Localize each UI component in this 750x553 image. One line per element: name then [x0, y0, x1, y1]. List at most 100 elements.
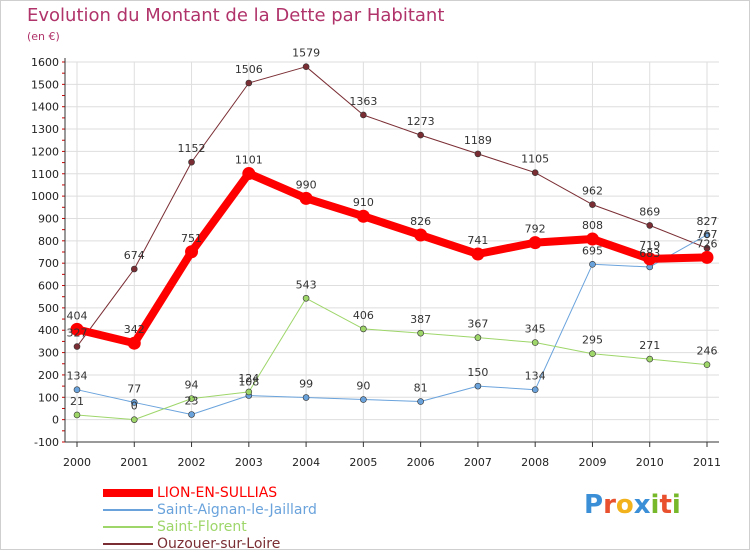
data-point: [360, 111, 367, 119]
x-tick-label: 2009: [578, 456, 606, 469]
data-point: [242, 167, 256, 181]
data-label: 990: [296, 178, 317, 191]
legend-swatch: [103, 509, 153, 511]
data-label: 1273: [407, 115, 435, 128]
y-tick-label: 300: [38, 347, 59, 360]
y-tick-label: 500: [38, 302, 59, 315]
data-label: 719: [639, 239, 660, 252]
data-point: [703, 361, 711, 368]
data-point: [188, 395, 195, 402]
data-label: 406: [353, 309, 374, 322]
data-label: 0: [131, 400, 138, 413]
data-label: 23: [185, 395, 199, 408]
legend-swatch: [103, 543, 153, 545]
y-tick-label: 1600: [31, 56, 59, 69]
x-tick-label: 2010: [636, 456, 664, 469]
data-point: [360, 396, 367, 403]
data-label: 404: [67, 309, 88, 322]
series-line-2: [76, 297, 708, 421]
logo-letter: i: [650, 490, 660, 520]
data-label: 327: [67, 327, 88, 340]
data-label: 543: [296, 278, 317, 291]
data-point: [302, 63, 310, 70]
data-label: 683: [639, 247, 660, 260]
y-tick-label: 800: [38, 235, 59, 248]
data-label: 962: [582, 185, 603, 198]
data-label: 792: [525, 223, 546, 236]
data-label: 134: [67, 370, 88, 383]
legend-label: Saint-Florent: [157, 519, 247, 535]
x-tick-label: 2008: [521, 456, 549, 469]
axes: -100010020030040050060070080090010001100…: [31, 56, 721, 469]
data-point: [299, 191, 313, 205]
y-tick-label: 100: [38, 391, 59, 404]
series-line-0: [73, 169, 711, 348]
data-label: 726: [697, 237, 718, 250]
data-point: [417, 398, 424, 405]
data-point: [474, 150, 482, 158]
y-tick-label: 700: [38, 257, 59, 270]
data-label: 295: [582, 334, 603, 347]
legend-swatch: [103, 489, 153, 497]
data-label: 1189: [464, 134, 492, 147]
y-tick-label: 400: [38, 324, 59, 337]
y-tick-label: 1400: [31, 101, 59, 114]
data-label: 1363: [349, 95, 377, 108]
proxiti-logo: Proxiti: [584, 490, 681, 520]
data-label: 90: [356, 380, 370, 393]
data-point: [417, 131, 424, 139]
data-point: [188, 411, 195, 418]
data-point: [589, 201, 596, 208]
data-point: [474, 334, 482, 341]
logo-letter: i: [671, 490, 681, 520]
data-label: 342: [124, 323, 145, 336]
y-tick-label: 1000: [31, 190, 59, 203]
data-label: 1506: [235, 63, 263, 76]
legend-swatch: [103, 526, 153, 528]
x-tick-label: 2001: [120, 456, 148, 469]
data-point: [528, 236, 542, 250]
data-point: [531, 339, 539, 346]
data-point: [245, 79, 253, 87]
data-label: 741: [467, 234, 488, 247]
data-point: [73, 343, 81, 350]
data-label: 345: [525, 323, 546, 336]
data-point: [414, 228, 428, 242]
logo-letter: r: [603, 490, 616, 520]
data-point: [188, 158, 195, 166]
data-label: 246: [697, 345, 718, 358]
x-tick-label: 2000: [63, 456, 91, 469]
y-tick-label: 900: [38, 212, 59, 225]
data-label: 1152: [178, 142, 206, 155]
x-tick-label: 2006: [407, 456, 435, 469]
data-label: 674: [124, 249, 145, 262]
y-tick-label: 0: [52, 414, 59, 427]
data-point: [302, 294, 310, 302]
grid-lines: [65, 61, 719, 443]
legend-label: Saint-Aignan-le-Jaillard: [157, 502, 317, 518]
data-label: 751: [181, 232, 202, 245]
chart-subtitle: (en €): [27, 30, 60, 43]
data-label: 21: [70, 395, 84, 408]
data-label: 1101: [235, 154, 263, 167]
data-point: [360, 325, 367, 333]
data-point: [646, 222, 654, 229]
chart-title: Evolution du Montant de la Dette par Hab…: [27, 5, 445, 26]
y-tick-label: 1100: [31, 168, 59, 181]
y-tick-label: 1300: [31, 123, 59, 136]
data-label: 767: [697, 228, 718, 241]
logo-letter: x: [633, 490, 651, 520]
x-tick-label: 2002: [178, 456, 206, 469]
data-label: 81: [414, 382, 428, 395]
data-point: [471, 247, 485, 261]
data-point: [70, 322, 84, 336]
data-label: 1579: [292, 47, 320, 60]
data-label: 77: [127, 382, 141, 395]
data-label: 869: [639, 205, 660, 218]
data-label: 108: [238, 376, 259, 389]
data-point: [245, 388, 253, 396]
data-point: [643, 252, 657, 266]
x-tick-label: 2005: [349, 456, 377, 469]
